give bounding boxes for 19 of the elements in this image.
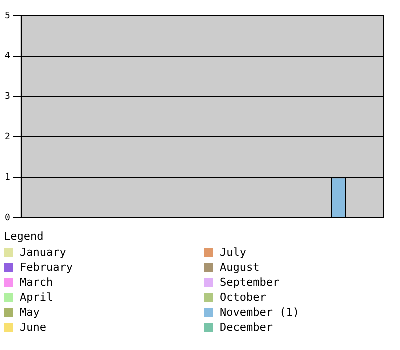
legend-label: July xyxy=(220,246,246,259)
legend-label: April xyxy=(20,291,54,304)
y-tick-label: 0 xyxy=(4,213,10,224)
legend-label: October xyxy=(220,291,266,304)
y-tick-label: 4 xyxy=(4,52,10,62)
legend-label: August xyxy=(220,261,260,274)
y-tick-label: 2 xyxy=(4,132,10,143)
legend-label: January xyxy=(20,246,66,259)
legend-label: September xyxy=(220,276,280,289)
legend-label: March xyxy=(20,276,54,289)
legend-label: December xyxy=(220,321,273,334)
legend-label: May xyxy=(20,306,40,319)
y-tick-label: 5 xyxy=(4,11,10,22)
legend-label: June xyxy=(20,321,46,334)
legend-label: November (1) xyxy=(220,306,300,319)
legend-label: February xyxy=(20,261,73,274)
y-tick-label: 1 xyxy=(4,172,10,183)
legend-title: Legend xyxy=(4,230,45,243)
y-tick-label: 3 xyxy=(4,92,10,102)
